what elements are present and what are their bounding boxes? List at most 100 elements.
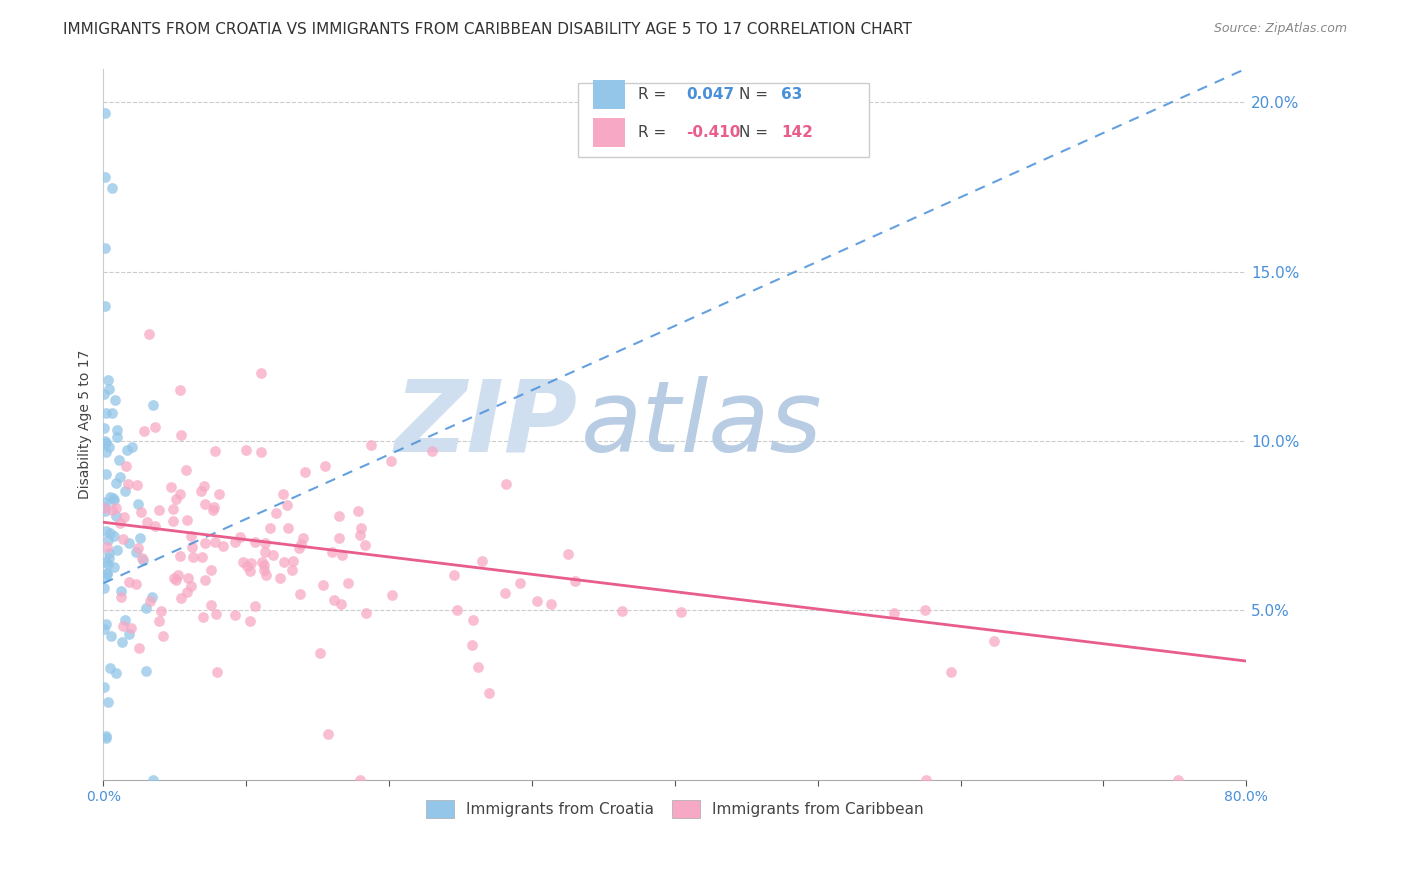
- Point: [104, 500, 127, 515]
- Point: [224, 607, 246, 622]
- Point: [349, 772, 371, 787]
- Point: [103, 492, 125, 507]
- Point: [132, 424, 155, 438]
- Point: [983, 634, 1005, 648]
- Point: [321, 545, 343, 559]
- Point: [93, 435, 115, 450]
- Point: [167, 568, 190, 582]
- Point: [328, 509, 350, 524]
- Point: [883, 606, 905, 620]
- Text: 0.047: 0.047: [686, 87, 734, 102]
- Point: [143, 519, 166, 533]
- Point: [135, 664, 157, 678]
- Point: [148, 614, 170, 628]
- Point: [235, 443, 257, 458]
- Point: [108, 516, 131, 530]
- Point: [202, 500, 225, 514]
- Point: [118, 574, 141, 589]
- Point: [93, 622, 115, 636]
- Point: [97, 695, 120, 709]
- Point: [98, 490, 121, 504]
- Point: [354, 606, 377, 620]
- Point: [135, 601, 157, 615]
- Point: [115, 442, 138, 457]
- Point: [204, 535, 226, 549]
- Point: [103, 560, 125, 574]
- Point: [208, 486, 231, 500]
- Point: [422, 443, 444, 458]
- Point: [150, 604, 173, 618]
- Point: [105, 430, 128, 444]
- Point: [353, 538, 375, 552]
- Point: [127, 541, 149, 555]
- Point: [129, 505, 152, 519]
- Point: [100, 526, 122, 541]
- Point: [159, 480, 181, 494]
- Point: [93, 420, 115, 434]
- Point: [94, 500, 117, 514]
- Point: [1167, 772, 1189, 787]
- Point: [124, 545, 146, 559]
- FancyBboxPatch shape: [578, 83, 869, 157]
- Point: [97, 546, 120, 560]
- Point: [239, 556, 262, 570]
- FancyBboxPatch shape: [592, 80, 624, 109]
- Point: [162, 501, 184, 516]
- Text: 63: 63: [782, 87, 803, 102]
- Point: [236, 558, 259, 573]
- Point: [125, 577, 148, 591]
- Point: [103, 529, 125, 543]
- Point: [176, 584, 198, 599]
- Point: [142, 398, 165, 412]
- Point: [914, 602, 936, 616]
- Point: [194, 535, 217, 549]
- Point: [271, 487, 294, 501]
- Point: [194, 573, 217, 587]
- Point: [105, 543, 128, 558]
- Text: N =: N =: [740, 87, 768, 102]
- Point: [104, 393, 127, 408]
- Point: [121, 440, 143, 454]
- Point: [200, 564, 222, 578]
- Point: [191, 610, 214, 624]
- Point: [101, 181, 124, 195]
- Point: [239, 614, 262, 628]
- Point: [98, 382, 121, 396]
- Point: [94, 569, 117, 583]
- Point: [93, 680, 115, 694]
- Point: [254, 545, 277, 559]
- Point: [540, 597, 562, 611]
- Point: [94, 524, 117, 538]
- Point: [243, 599, 266, 614]
- Point: [309, 646, 332, 660]
- Point: [110, 590, 132, 604]
- Point: [273, 555, 295, 569]
- Point: [202, 503, 225, 517]
- Point: [165, 573, 187, 587]
- Point: [939, 665, 962, 679]
- Text: atlas: atlas: [581, 376, 823, 473]
- Point: [101, 491, 124, 506]
- Point: [94, 467, 117, 481]
- Point: [96, 567, 118, 582]
- Point: [180, 541, 202, 555]
- Point: [180, 529, 202, 543]
- Point: [276, 498, 298, 512]
- Text: -0.410: -0.410: [686, 125, 741, 140]
- Point: [96, 616, 118, 631]
- Point: [232, 555, 254, 569]
- Point: [135, 516, 157, 530]
- Point: [176, 571, 198, 585]
- Point: [170, 428, 193, 442]
- Point: [114, 613, 136, 627]
- Point: [96, 566, 118, 580]
- Point: [253, 563, 276, 577]
- Point: [224, 535, 246, 549]
- Point: [204, 444, 226, 458]
- Point: [152, 629, 174, 643]
- Point: [96, 555, 118, 569]
- Point: [264, 506, 287, 520]
- Text: 142: 142: [782, 125, 813, 140]
- Point: [96, 731, 118, 745]
- Point: [93, 299, 115, 313]
